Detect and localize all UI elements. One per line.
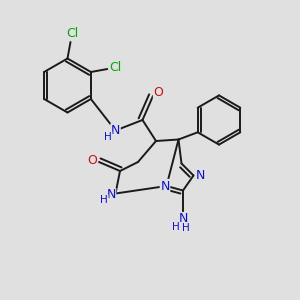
Text: Cl: Cl [66, 27, 78, 40]
Text: H: H [100, 195, 108, 205]
Text: O: O [88, 154, 97, 167]
Text: N: N [106, 188, 116, 202]
Text: Cl: Cl [109, 61, 121, 74]
Text: H: H [182, 223, 190, 233]
Text: N: N [160, 179, 170, 193]
Text: O: O [154, 86, 163, 100]
Text: H: H [172, 221, 179, 232]
Text: N: N [195, 169, 205, 182]
Text: N: N [111, 124, 120, 137]
Text: N: N [178, 212, 188, 226]
Text: H: H [104, 132, 112, 142]
